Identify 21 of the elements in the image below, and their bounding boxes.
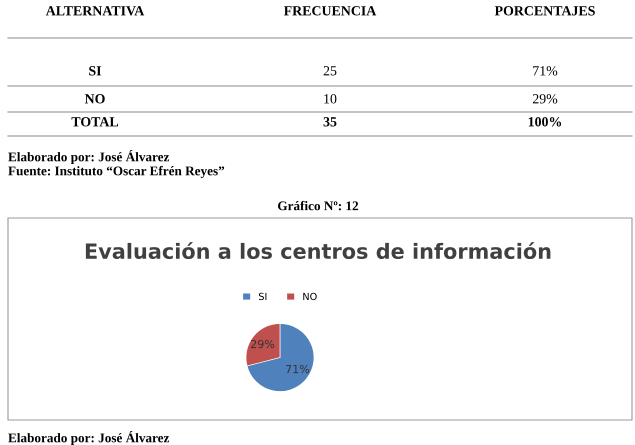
chart-title: Evaluación a los centros de información [86,242,550,260]
text: NO [84,94,105,104]
legend-label: SI [258,292,266,300]
text: 35 [324,117,336,126]
data-label: 29% [251,340,274,348]
legend-label: NO [303,292,317,300]
text: ALTERNATIVA [46,6,144,16]
source-note: Fuente: Instituto “Oscar Efrén Reyes” [8,166,224,178]
text: 10 [324,94,336,104]
text: Elaborado por: José Álvarez [8,430,170,445]
text: TOTAL [72,117,118,126]
text: 29% [532,94,558,104]
data-label: 71% [286,364,310,374]
text: 25 [324,66,336,76]
text: FRECUENCIA [284,6,376,16]
text: PORCENTAJES [494,6,595,16]
text: 71% [533,66,558,76]
text: Gráfico Nº: 12 [278,200,358,210]
text: Elaborado por: José Álvarez [8,150,170,164]
text: SI [89,66,102,76]
text: 100% [528,117,562,127]
